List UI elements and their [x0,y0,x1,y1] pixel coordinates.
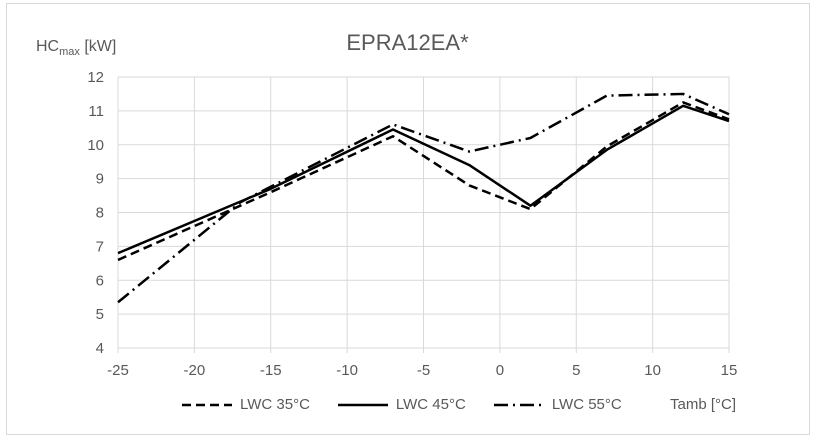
legend-swatch-dashdot [493,403,544,406]
legend: LWC 35°C LWC 45°C LWC 55°C [180,396,648,413]
y-tick-label: 9 [96,171,104,188]
y-label-unit: [kW] [79,38,117,55]
series-line-dashdot [117,92,730,304]
legend-label: LWC 55°C [551,396,622,413]
series-line-dashed [117,101,730,262]
y-tick-label: 8 [96,205,104,222]
y-axis-label: HCmax [kW] [36,38,116,58]
y-tick-label: 7 [96,238,104,255]
x-tick-label: 10 [644,362,661,379]
x-tick-label: -25 [107,362,129,379]
y-tick-label: 5 [96,306,104,323]
legend-label: LWC 45°C [395,396,466,413]
x-tick-label: -10 [336,362,358,379]
x-tick-label: -20 [184,362,206,379]
y-label-main: HC [36,38,60,55]
y-tick-label: 11 [88,103,104,120]
legend-label: LWC 35°C [240,396,310,413]
legend-swatch-solid [337,403,388,406]
chart-frame [6,3,810,435]
y-label-sub: max [59,46,80,59]
chart-title: EPRA12EA* [346,30,469,55]
x-axis-label: Tamb [°C] [670,396,737,413]
x-tick-label: 5 [572,362,580,379]
legend-item-lwc55: LWC 55°C [492,396,622,413]
y-tick-label: 6 [96,272,104,289]
y-tick-label: 12 [87,69,104,86]
y-tick-label: 4 [96,340,104,357]
x-tick-label: 0 [496,362,504,379]
x-tick-label: -5 [417,362,430,379]
x-tick-label: 15 [721,362,738,379]
legend-swatch-dashed [182,403,232,406]
legend-item-lwc35: LWC 35°C [180,396,310,413]
legend-item-lwc45: LWC 45°C [336,396,466,413]
x-tick-label: -15 [260,362,282,379]
y-tick-label: 10 [87,137,104,154]
series-line-solid [117,104,730,255]
